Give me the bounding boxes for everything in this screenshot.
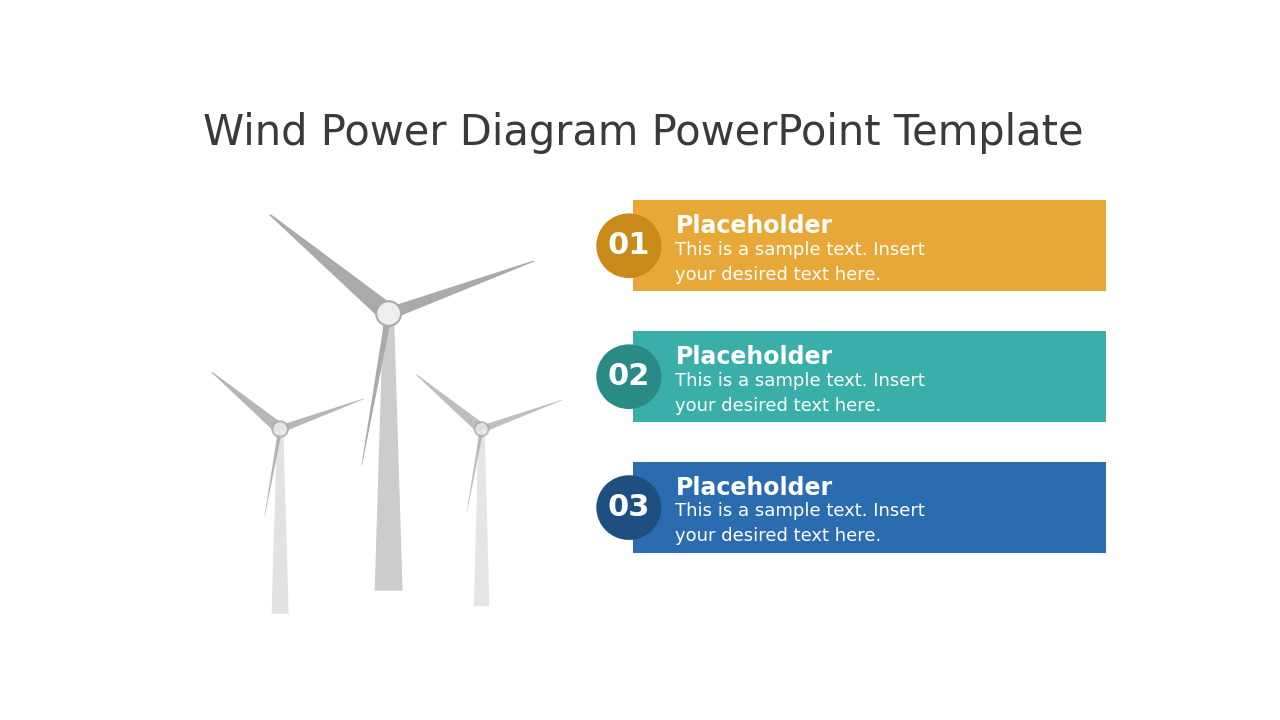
Polygon shape (416, 374, 486, 433)
Text: This is a sample text. Insert
your desired text here.: This is a sample text. Insert your desir… (676, 372, 925, 415)
Polygon shape (361, 304, 390, 466)
FancyBboxPatch shape (632, 331, 1106, 422)
Circle shape (475, 422, 489, 436)
Text: This is a sample text. Insert
your desired text here.: This is a sample text. Insert your desir… (676, 503, 925, 546)
FancyBboxPatch shape (632, 200, 1106, 291)
Circle shape (596, 475, 662, 540)
Polygon shape (467, 423, 483, 513)
Text: 01: 01 (608, 231, 650, 261)
Text: Placeholder: Placeholder (676, 476, 832, 500)
Circle shape (596, 213, 662, 278)
FancyBboxPatch shape (632, 462, 1106, 553)
Polygon shape (265, 423, 282, 517)
Polygon shape (274, 399, 365, 431)
Text: 02: 02 (608, 362, 650, 391)
Polygon shape (211, 372, 284, 433)
Polygon shape (474, 429, 489, 606)
Circle shape (596, 344, 662, 409)
Text: Placeholder: Placeholder (676, 345, 832, 369)
Text: Wind Power Diagram PowerPoint Template: Wind Power Diagram PowerPoint Template (202, 112, 1083, 153)
Polygon shape (269, 214, 396, 320)
Text: This is a sample text. Insert
your desired text here.: This is a sample text. Insert your desir… (676, 240, 925, 284)
Polygon shape (476, 400, 562, 431)
Text: Placeholder: Placeholder (676, 214, 832, 238)
Circle shape (273, 421, 288, 437)
Polygon shape (379, 261, 535, 317)
Circle shape (376, 301, 401, 326)
Polygon shape (271, 429, 289, 614)
Text: 03: 03 (608, 493, 650, 522)
Polygon shape (375, 313, 403, 590)
